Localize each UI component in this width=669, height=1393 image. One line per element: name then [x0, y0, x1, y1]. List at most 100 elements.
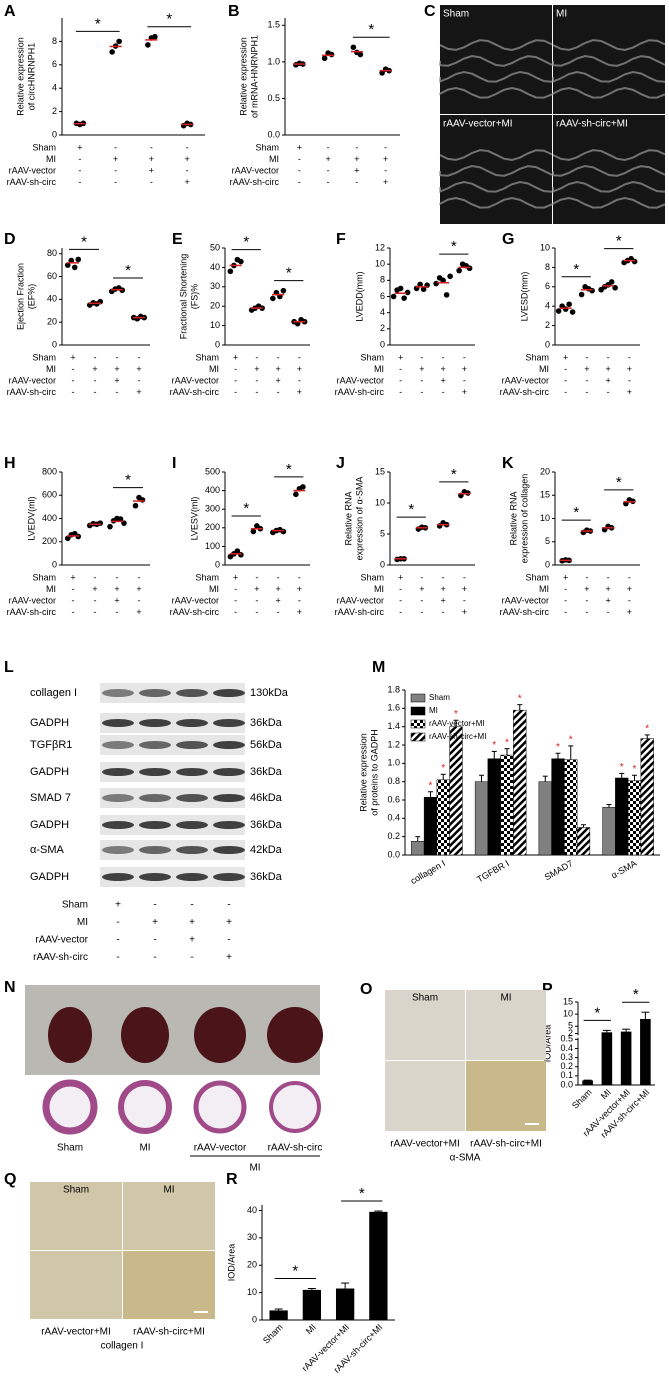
condition-sign: + — [584, 584, 589, 594]
group-label: MI — [249, 1163, 260, 1174]
condition-label: MI — [77, 917, 88, 928]
blot-band — [213, 821, 245, 829]
y-tick-label: 15 — [375, 466, 385, 476]
heart — [121, 1007, 169, 1063]
condition-sign: + — [184, 154, 189, 164]
condition-sign: - — [150, 142, 153, 152]
y-tick-label: 5 — [380, 528, 385, 538]
bar — [551, 758, 565, 856]
image-label: rAAV-sh-circ — [268, 1143, 323, 1154]
blot-band — [176, 794, 208, 802]
y-tick-label: 1.4 — [387, 721, 400, 731]
image-label: MI — [556, 9, 567, 20]
x-tick-label: TGFBR I — [475, 858, 511, 884]
y-tick-label: 1.8 — [387, 684, 400, 694]
data-point — [447, 273, 453, 280]
stain-label: α-SMA — [450, 1153, 481, 1164]
bar — [335, 1288, 355, 1320]
condition-sign: - — [190, 900, 193, 911]
blot-band — [139, 768, 171, 776]
condition-sign: - — [255, 375, 258, 385]
condition-sign: - — [442, 607, 445, 617]
panel-letter: P — [542, 981, 553, 998]
panel-letter: N — [4, 979, 16, 996]
bar — [302, 1289, 322, 1320]
panel-letter: J — [336, 455, 345, 472]
significance-star: * — [620, 762, 624, 773]
significance-star: * — [286, 265, 292, 282]
condition-label: MI — [209, 364, 219, 374]
y-tick-label: 20 — [47, 317, 57, 327]
blot-size: 36kDa — [250, 717, 283, 729]
condition-sign: - — [116, 352, 119, 362]
data-point — [238, 551, 244, 558]
condition-label: rAAV-vector — [9, 375, 56, 385]
significance-star: * — [573, 504, 579, 521]
y-tick-label: 8 — [380, 275, 385, 285]
legend-label: rAAV-vector+MI — [429, 719, 485, 728]
image-label: MI — [500, 993, 511, 1004]
condition-sign: + — [605, 364, 610, 374]
significance-star: * — [451, 466, 457, 483]
condition-label: rAAV-sh-circ — [335, 607, 385, 617]
condition-label: Sham — [525, 572, 549, 582]
histology-image — [385, 1061, 465, 1131]
blot — [100, 683, 245, 703]
condition-sign: + — [627, 364, 632, 374]
y-tick-label: 0.6 — [387, 794, 400, 804]
condition-sign: + — [563, 572, 568, 582]
y-tick-label: 0 — [215, 559, 220, 569]
blot-band — [102, 821, 134, 829]
condition-sign: + — [563, 352, 568, 362]
y-tick-label: 30 — [247, 1232, 257, 1242]
panel-letter: L — [4, 659, 14, 676]
condition-sign: + — [605, 584, 610, 594]
condition-sign: - — [72, 387, 75, 397]
condition-label: rAAV-sh-circ — [500, 607, 550, 617]
y-tick-label: 4 — [545, 301, 550, 311]
condition-sign: - — [72, 364, 75, 374]
condition-sign: - — [463, 352, 466, 362]
data-point — [68, 257, 75, 264]
condition-sign: + — [149, 165, 154, 175]
condition-label: rAAV-sh-circ — [33, 952, 88, 963]
condition-label: MI — [209, 584, 219, 594]
image-label: rAAV-sh-circ+MI — [133, 1327, 205, 1338]
y-tick-label: 10 — [247, 1287, 257, 1297]
condition-sign: + — [136, 364, 141, 374]
data-point — [440, 277, 446, 284]
condition-sign: + — [92, 584, 97, 594]
condition-sign: + — [440, 595, 445, 605]
condition-sign: - — [420, 595, 423, 605]
condition-sign: + — [275, 375, 280, 385]
condition-sign: + — [70, 572, 75, 582]
condition-sign: - — [607, 387, 610, 397]
legend-label: Sham — [429, 693, 450, 702]
condition-sign: - — [384, 142, 387, 152]
heart-section — [269, 1081, 321, 1133]
condition-label: Sham — [195, 352, 219, 362]
panel-letter: Q — [4, 1171, 16, 1188]
condition-sign: + — [189, 917, 195, 928]
condition-sign: + — [440, 364, 445, 374]
condition-sign: - — [298, 352, 301, 362]
image-label: MI — [163, 1185, 174, 1196]
data-point — [64, 262, 71, 268]
bar — [602, 807, 616, 856]
condition-sign: + — [297, 142, 302, 152]
significance-star: * — [633, 986, 639, 1003]
y-tick-label: 10 — [540, 513, 550, 523]
condition-sign: + — [136, 387, 141, 397]
condition-sign: + — [70, 352, 75, 362]
condition-sign: - — [78, 165, 81, 175]
image-label: rAAV-sh-circ+MI — [556, 119, 628, 130]
data-point — [71, 264, 78, 271]
condition-sign: - — [277, 352, 280, 362]
y-axis-label: of mRNA-HNRNPH1 — [249, 35, 259, 118]
histology-image — [123, 1182, 215, 1250]
condition-sign: - — [420, 352, 423, 362]
condition-label: Sham — [32, 572, 56, 582]
condition-label: rAAV-vector — [337, 375, 384, 385]
condition-sign: - — [355, 142, 358, 152]
blot-band — [139, 873, 171, 881]
